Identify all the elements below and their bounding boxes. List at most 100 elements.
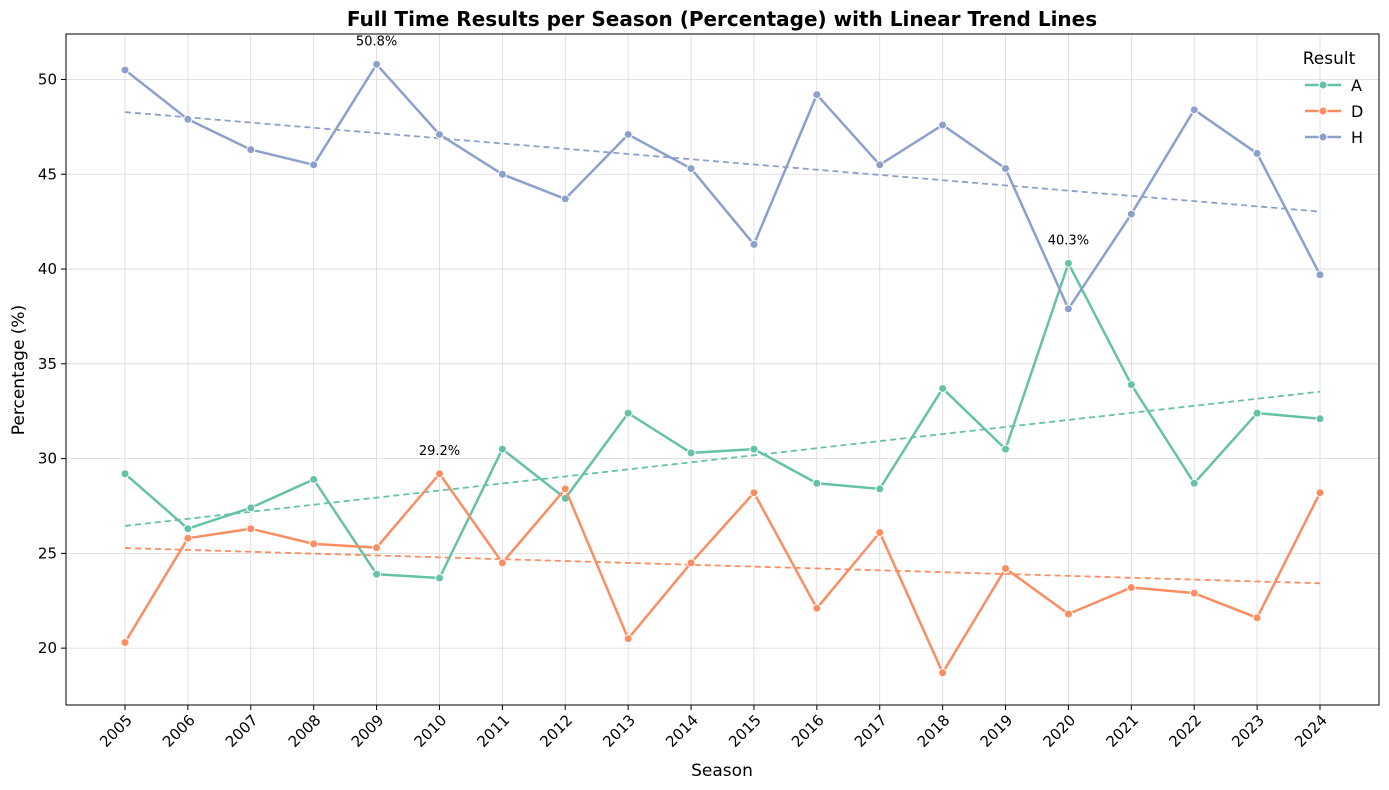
data-point-H (1063, 304, 1073, 314)
data-point-H (183, 114, 193, 124)
data-label: 29.2% (419, 444, 460, 459)
axes: 2005 2006 2007 2008 2009 2010 2011 2012 2013 2014… (38, 70, 1331, 750)
data-point-D (1126, 582, 1136, 592)
x-tick-label: 2019 (977, 711, 1017, 751)
data-point-H (1315, 270, 1325, 280)
series-A (120, 258, 1325, 583)
x-tick-label: 2016 (788, 711, 828, 751)
data-point-A (246, 503, 256, 513)
series-lines (120, 59, 1325, 678)
data-point-A (1001, 444, 1011, 454)
data-point-D (875, 528, 885, 538)
data-point-D (120, 637, 130, 647)
legend-label: A (1351, 76, 1362, 95)
legend-swatch-marker (1318, 106, 1328, 116)
series-line-H (124, 63, 1322, 311)
series-line-A (124, 262, 1321, 580)
data-point-A (434, 573, 444, 583)
x-tick-label: 2017 (851, 711, 891, 751)
y-tick-label: 30 (38, 450, 57, 468)
y-tick-label: 20 (38, 639, 57, 657)
data-point-D (812, 603, 822, 613)
grid (66, 34, 1379, 705)
series-line-D (123, 472, 1322, 675)
legend-label: H (1351, 128, 1363, 147)
x-tick-label: 2018 (914, 711, 954, 751)
x-tick-label: 2005 (96, 711, 136, 751)
data-point-H (1001, 164, 1011, 174)
plot-frame (65, 33, 1380, 706)
x-tick-label: 2009 (348, 711, 388, 751)
trend-lines (124, 111, 1321, 585)
legend: Result ADH (1303, 49, 1364, 147)
x-tick-label: 2011 (473, 711, 513, 751)
data-point-D (560, 484, 570, 494)
x-tick-label: 2013 (599, 711, 639, 751)
data-point-H (1252, 148, 1262, 158)
data-point-D (246, 524, 256, 534)
x-tick-label: 2008 (285, 711, 325, 751)
y-tick-label: 45 (38, 165, 57, 183)
data-point-A (1315, 414, 1325, 424)
y-tick-label: 40 (38, 260, 57, 278)
data-point-H (246, 145, 256, 155)
data-point-A (938, 383, 948, 393)
data-point-H (1189, 105, 1199, 115)
data-point-A (686, 448, 696, 458)
y-axis-label: Percentage (%) (9, 305, 29, 435)
data-point-D (1315, 488, 1325, 498)
data-point-A (120, 469, 130, 479)
data-point-D (1063, 609, 1073, 619)
data-point-H (686, 164, 696, 174)
series-D (120, 469, 1325, 678)
annotations: 50.8% 29.2% 40.3% (356, 34, 1089, 458)
x-tick-label: 2014 (662, 711, 702, 751)
data-point-A (1063, 258, 1073, 268)
data-point-H (497, 169, 507, 179)
data-point-D (623, 634, 633, 644)
data-point-H (372, 59, 382, 69)
data-point-A (309, 474, 319, 484)
data-point-D (749, 488, 759, 498)
x-tick-label: 2012 (536, 711, 576, 751)
data-point-A (623, 408, 633, 418)
legend-swatch-marker (1318, 80, 1328, 90)
data-label: 40.3% (1048, 233, 1089, 248)
legend-title: Result (1303, 49, 1356, 69)
x-tick-label: 2021 (1102, 711, 1142, 751)
data-point-H (120, 65, 130, 75)
x-tick-label: 2024 (1291, 711, 1331, 751)
data-point-A (1126, 380, 1136, 390)
data-label: 50.8% (356, 34, 397, 49)
x-tick-label: 2007 (222, 711, 262, 751)
trend-line-A (124, 390, 1321, 527)
data-point-D (309, 539, 319, 549)
legend-swatch-marker (1318, 132, 1328, 142)
y-tick-label: 35 (38, 355, 57, 373)
data-point-D (1252, 613, 1262, 623)
data-point-A (183, 524, 193, 534)
data-point-H (875, 160, 885, 170)
data-point-A (1189, 478, 1199, 488)
x-tick-label: 2023 (1228, 711, 1268, 751)
data-point-H (309, 160, 319, 170)
data-point-A (812, 478, 822, 488)
y-tick-label: 25 (38, 544, 57, 562)
data-point-H (812, 90, 822, 100)
x-tick-label: 2020 (1040, 711, 1080, 751)
data-point-D (1001, 564, 1011, 574)
data-point-A (749, 444, 759, 454)
legend-label: D (1351, 102, 1363, 121)
data-point-D (372, 543, 382, 553)
data-point-H (434, 129, 444, 139)
data-point-D (434, 469, 444, 479)
x-tick-label: 2022 (1165, 711, 1205, 751)
x-tick-label: 2006 (159, 711, 199, 751)
x-tick-label: 2010 (411, 711, 451, 751)
x-tick-label: 2015 (725, 711, 765, 751)
data-point-H (749, 239, 759, 249)
data-point-H (1126, 209, 1136, 219)
x-axis-label: Season (691, 761, 753, 781)
chart-title: Full Time Results per Season (Percentage… (347, 7, 1097, 31)
